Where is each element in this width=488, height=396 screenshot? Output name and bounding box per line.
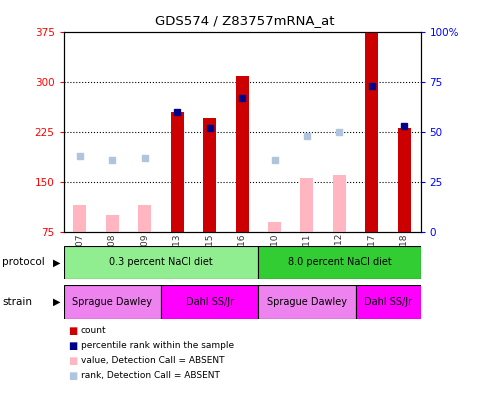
Text: ▶: ▶ <box>52 297 60 307</box>
Bar <box>73 205 86 232</box>
Bar <box>63 246 258 279</box>
Text: Dahl SS/Jr: Dahl SS/Jr <box>185 297 233 307</box>
Text: value, Detection Call = ABSENT: value, Detection Call = ABSENT <box>81 356 224 365</box>
Bar <box>105 215 119 232</box>
Text: Dahl SS/Jr: Dahl SS/Jr <box>363 297 411 307</box>
Text: Sprague Dawley: Sprague Dawley <box>266 297 346 307</box>
Text: protocol: protocol <box>2 257 45 267</box>
Bar <box>161 285 258 319</box>
Bar <box>63 285 161 319</box>
Bar <box>235 76 248 232</box>
Text: ■: ■ <box>68 356 78 366</box>
Bar <box>397 128 410 232</box>
Text: GDS574 / Z83757mRNA_at: GDS574 / Z83757mRNA_at <box>154 14 334 27</box>
Bar <box>203 118 216 232</box>
Text: count: count <box>81 326 106 335</box>
Text: 0.3 percent NaCl diet: 0.3 percent NaCl diet <box>109 257 212 267</box>
Text: ■: ■ <box>68 371 78 381</box>
Bar <box>258 246 420 279</box>
Text: ■: ■ <box>68 341 78 351</box>
Bar <box>365 32 378 232</box>
Bar <box>138 205 151 232</box>
Text: Sprague Dawley: Sprague Dawley <box>72 297 152 307</box>
Text: ■: ■ <box>68 326 78 336</box>
Bar <box>267 222 281 232</box>
Text: strain: strain <box>2 297 32 307</box>
Bar <box>258 285 355 319</box>
Bar <box>355 285 420 319</box>
Bar <box>332 175 345 232</box>
Text: 8.0 percent NaCl diet: 8.0 percent NaCl diet <box>287 257 390 267</box>
Text: percentile rank within the sample: percentile rank within the sample <box>81 341 233 350</box>
Text: ▶: ▶ <box>52 257 60 267</box>
Text: rank, Detection Call = ABSENT: rank, Detection Call = ABSENT <box>81 371 219 380</box>
Bar <box>300 178 313 232</box>
Bar <box>170 112 183 232</box>
